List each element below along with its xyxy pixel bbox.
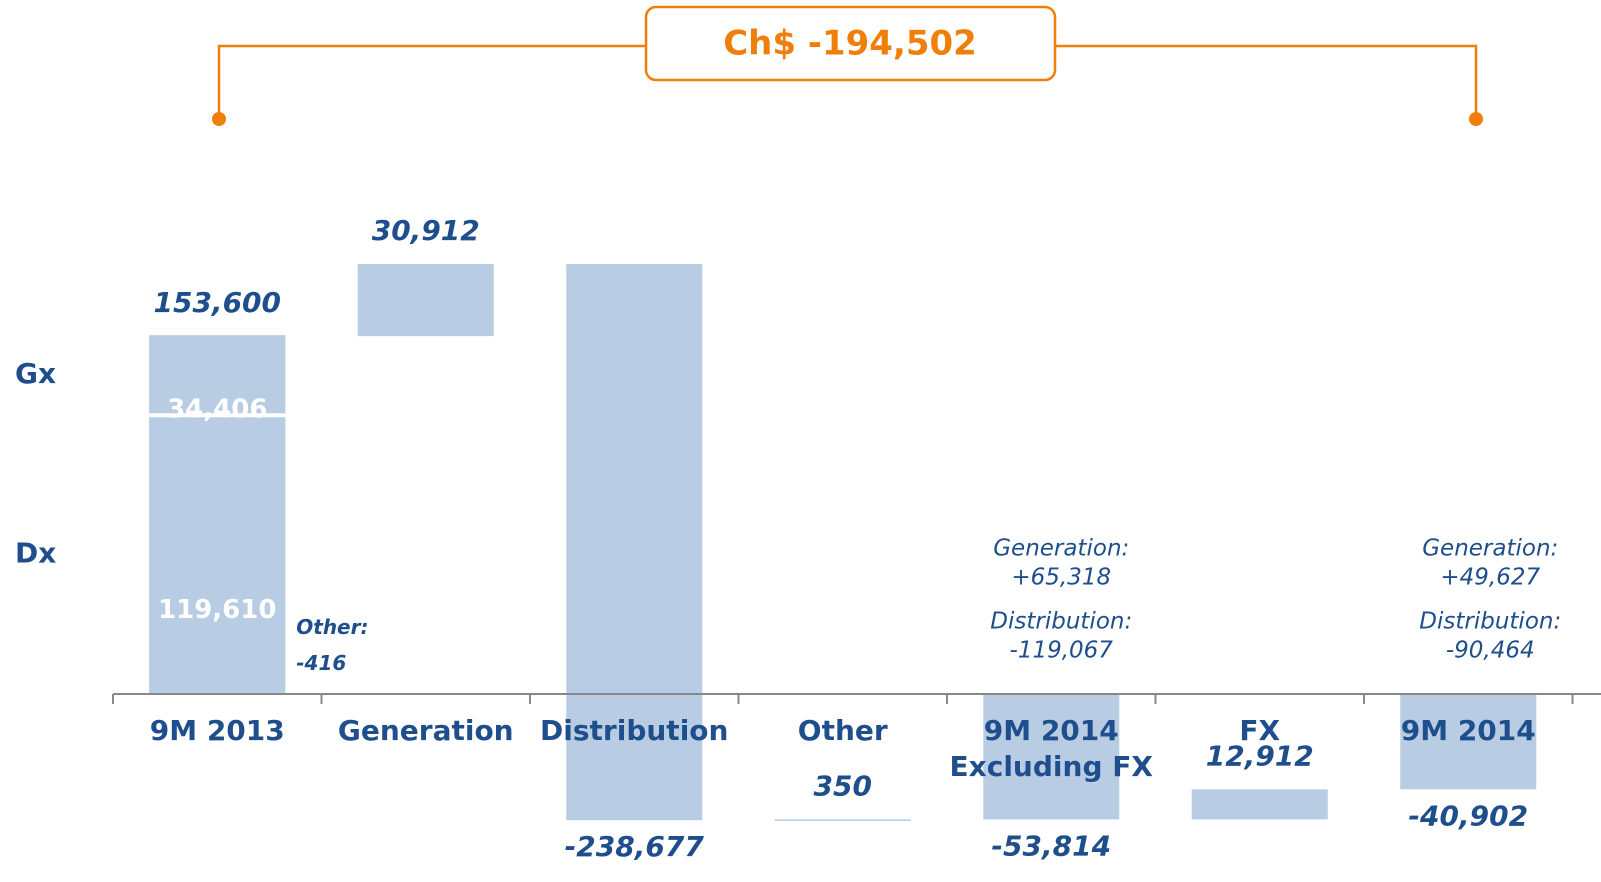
bracket-dot [1469, 112, 1483, 126]
x-tick-label: Other [798, 714, 888, 747]
x-tick-label: 9M 2013 [150, 714, 285, 747]
segment-label: 119,610 [158, 595, 276, 625]
bracket-left [217, 44, 645, 119]
segment [149, 415, 286, 694]
value-label: 153,600 [153, 286, 281, 319]
x-tick-label: FX [1239, 714, 1280, 747]
x-tick-label: 9M 2014 Excluding FX [950, 714, 1154, 783]
value-label: -40,902 [1408, 799, 1528, 832]
segment [149, 335, 286, 416]
value-label: -238,677 [565, 830, 705, 863]
annotation: Distribution: -119,067 [990, 608, 1132, 663]
row-label: Gx [15, 357, 56, 390]
bracket-right [1055, 44, 1478, 119]
value-label: 350 [814, 769, 872, 802]
bracket-dot [212, 112, 226, 126]
bar [1400, 694, 1537, 790]
bar [983, 694, 1120, 820]
row-label: Dx [15, 537, 56, 570]
value-label: -53,814 [991, 829, 1111, 862]
bar [774, 819, 911, 821]
value-label: 12,912 [1206, 739, 1314, 772]
annotation: Generation: +65,318 [993, 535, 1129, 590]
bar [1191, 789, 1328, 820]
header-box [644, 5, 1057, 82]
bar [357, 264, 494, 337]
value-label: 30,912 [372, 214, 480, 247]
x-tick-label: Generation [338, 714, 514, 747]
header: Ch$ -194,502 [723, 24, 977, 64]
x-tick-label: 9M 2014 [1401, 714, 1536, 747]
annotation: Other: -416 [296, 615, 368, 675]
annotation: Generation: +49,627 [1422, 535, 1558, 590]
annotation: Distribution: -90,464 [1419, 608, 1561, 663]
bar [566, 264, 703, 821]
x-tick-label: Distribution [540, 714, 728, 747]
segment-label: 34,406 [167, 395, 267, 425]
